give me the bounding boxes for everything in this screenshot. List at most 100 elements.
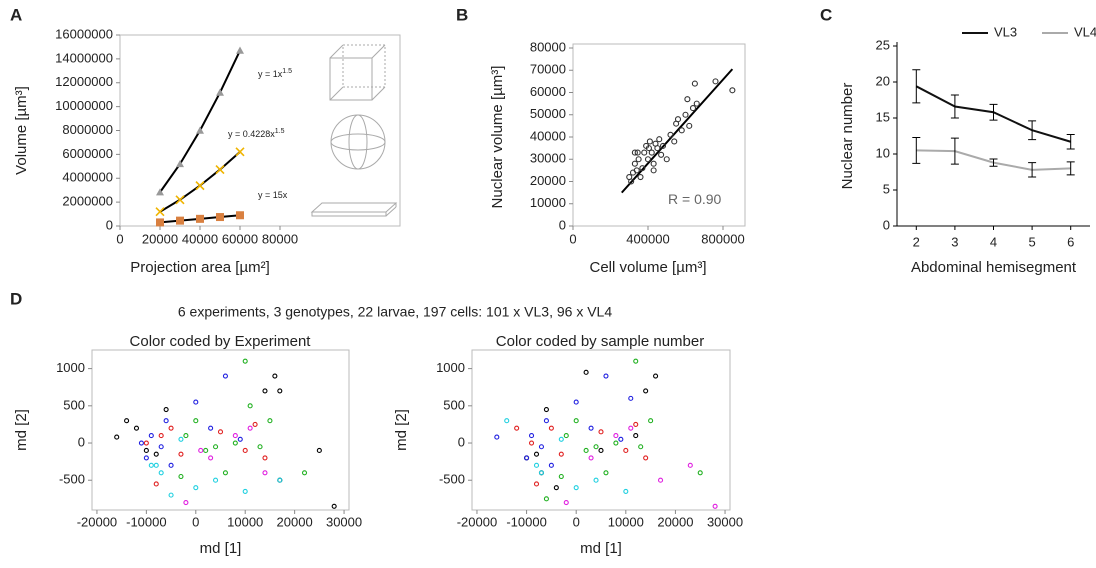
y-tick-label: 0: [106, 217, 113, 232]
point: [553, 485, 559, 491]
point: [533, 481, 540, 487]
point: [183, 433, 189, 439]
point: [178, 451, 184, 457]
point: [331, 503, 337, 509]
point: [114, 434, 120, 440]
y-tick-label: 500: [63, 397, 85, 412]
point: [208, 425, 214, 431]
point: [548, 425, 554, 431]
y-tick-label: 1000: [56, 360, 85, 375]
point: [678, 127, 685, 134]
panel-heading: 6 experiments, 3 genotypes, 22 larvae, 1…: [178, 304, 612, 320]
y-tick-label: 80000: [530, 39, 566, 54]
point: [155, 207, 165, 217]
annotation-text: y = 15x: [258, 190, 288, 200]
point: [148, 433, 154, 439]
point: [138, 440, 144, 446]
point: [196, 214, 204, 223]
point: [628, 178, 635, 185]
y-tick-label: 2000000: [62, 194, 113, 209]
x-tick-label: 40000: [182, 231, 218, 246]
annotation: y = 0.4228x1.5: [228, 128, 285, 140]
x-tick-label: 20000: [142, 231, 178, 246]
y-tick-label: 1000: [436, 360, 465, 375]
point: [643, 455, 649, 461]
point: [635, 156, 642, 163]
error-bar: [1028, 162, 1037, 178]
point: [175, 195, 185, 205]
point: [242, 488, 248, 494]
y-tick-label: 60000: [530, 84, 566, 99]
point: [176, 216, 184, 225]
point: [247, 403, 253, 409]
x-axis-label: md [1]: [580, 540, 622, 557]
point: [543, 406, 549, 413]
point: [729, 87, 736, 94]
point: [163, 418, 169, 424]
point: [242, 447, 248, 454]
point: [156, 218, 164, 227]
point: [558, 451, 564, 457]
point: [558, 473, 564, 480]
cube-icon: [329, 44, 386, 101]
annotation-text: R = 0.90: [668, 191, 722, 207]
annotation: y = 15x: [258, 190, 288, 200]
point: [638, 444, 644, 450]
y-tick-label: 500: [443, 397, 465, 412]
point: [658, 151, 665, 158]
point: [558, 436, 564, 442]
point: [168, 462, 174, 468]
point: [494, 434, 500, 440]
point: [633, 358, 639, 364]
point: [653, 373, 659, 379]
point: [235, 147, 245, 157]
x-tick-label: 3: [951, 234, 958, 249]
point: [648, 418, 654, 424]
point: [143, 455, 149, 461]
y-tick-label: 70000: [530, 62, 566, 77]
x-tick-label: 60000: [222, 231, 258, 246]
point: [153, 451, 159, 457]
chart-title: Color coded by Experiment: [130, 333, 312, 350]
y-tick-label: 20: [876, 73, 890, 88]
point: [528, 440, 535, 446]
point: [158, 433, 164, 439]
x-axis-label: Cell volume [µm³]: [590, 259, 707, 276]
x-tick-label: 4: [990, 234, 997, 249]
y-tick-label: 16000000: [55, 26, 113, 41]
point: [712, 503, 718, 509]
y-tick-label: 6000000: [62, 146, 113, 161]
x-tick-label: 0: [192, 514, 199, 529]
point: [631, 149, 638, 156]
point: [538, 470, 545, 476]
point: [645, 145, 652, 152]
point: [639, 165, 646, 172]
point: [277, 477, 283, 483]
point: [528, 433, 535, 439]
point: [637, 174, 644, 181]
point: [712, 78, 719, 85]
point: [158, 470, 164, 476]
point: [644, 156, 652, 163]
x-tick-label: -20000: [77, 514, 117, 529]
point: [573, 399, 579, 405]
point: [687, 462, 693, 468]
chart-title: Color coded by sample number: [496, 333, 704, 350]
x-axis-label: Projection area [µm²]: [130, 259, 270, 276]
y-axis-label: Nuclear volume [µm³]: [489, 66, 506, 209]
x-tick-label: -10000: [506, 514, 546, 529]
point: [257, 444, 263, 450]
x-tick-label: 20000: [277, 514, 313, 529]
point: [623, 447, 629, 454]
point: [633, 167, 640, 174]
point: [143, 447, 149, 454]
point: [267, 418, 273, 424]
fit-line: [621, 68, 734, 194]
point: [504, 418, 510, 424]
point: [691, 80, 698, 87]
error-bar: [1028, 120, 1037, 141]
legend-label: VL3: [994, 24, 1017, 39]
y-tick-label: -500: [59, 472, 85, 487]
